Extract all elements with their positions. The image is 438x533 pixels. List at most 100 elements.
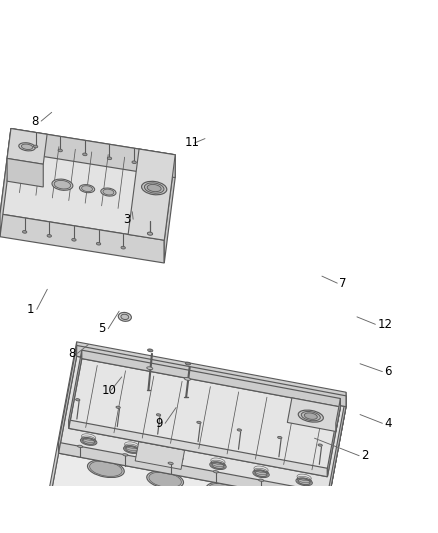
Ellipse shape [78,445,83,448]
Text: 8: 8 [68,347,75,360]
Ellipse shape [298,479,310,484]
Ellipse shape [304,488,309,490]
Ellipse shape [268,436,288,446]
Ellipse shape [255,471,267,477]
Polygon shape [77,342,346,407]
Ellipse shape [72,238,76,241]
Ellipse shape [130,429,140,434]
Ellipse shape [207,386,213,389]
Ellipse shape [141,181,167,195]
Ellipse shape [148,349,153,352]
Ellipse shape [328,409,334,412]
Ellipse shape [83,439,95,444]
Ellipse shape [278,437,282,439]
Ellipse shape [191,421,215,432]
Polygon shape [7,128,47,164]
Ellipse shape [149,472,181,488]
Polygon shape [328,396,346,504]
Ellipse shape [212,463,224,469]
Ellipse shape [298,410,323,422]
Text: 5: 5 [99,322,106,335]
Polygon shape [0,128,11,237]
Polygon shape [49,356,346,533]
Ellipse shape [81,438,97,446]
Ellipse shape [171,436,185,443]
Text: 1: 1 [27,303,35,316]
Text: 10: 10 [102,384,117,397]
Text: 9: 9 [155,417,163,430]
Text: 3: 3 [124,213,131,225]
Ellipse shape [22,231,27,233]
Ellipse shape [79,184,95,193]
Ellipse shape [206,482,243,500]
Ellipse shape [52,179,73,190]
Ellipse shape [184,377,191,381]
Ellipse shape [145,183,164,193]
Text: 4: 4 [385,417,392,430]
Polygon shape [49,490,318,533]
Ellipse shape [81,185,92,191]
Polygon shape [69,350,82,429]
Ellipse shape [288,402,294,405]
Ellipse shape [128,428,142,435]
Ellipse shape [258,453,272,459]
Ellipse shape [76,399,80,401]
Ellipse shape [247,527,259,532]
Ellipse shape [132,161,136,164]
Ellipse shape [304,413,317,419]
Ellipse shape [83,153,87,156]
Polygon shape [0,214,164,263]
Ellipse shape [148,232,152,235]
Ellipse shape [118,408,137,417]
Ellipse shape [168,462,173,464]
Ellipse shape [173,437,184,442]
Polygon shape [135,441,184,470]
Ellipse shape [182,522,188,525]
Ellipse shape [308,465,317,470]
Ellipse shape [208,483,240,498]
Polygon shape [49,342,77,505]
Polygon shape [318,392,346,533]
Ellipse shape [156,414,161,416]
Ellipse shape [47,235,51,237]
Polygon shape [336,399,340,432]
Ellipse shape [247,394,254,397]
Ellipse shape [259,453,270,458]
Text: 11: 11 [185,136,200,149]
Ellipse shape [210,462,226,470]
Ellipse shape [54,181,71,189]
Ellipse shape [19,143,35,151]
Polygon shape [287,398,340,432]
Ellipse shape [85,420,99,426]
Ellipse shape [147,471,184,489]
Ellipse shape [116,406,120,408]
Ellipse shape [141,515,148,518]
Polygon shape [327,399,340,477]
Ellipse shape [58,149,62,152]
Text: 12: 12 [378,318,392,331]
Ellipse shape [180,514,192,520]
Ellipse shape [60,499,67,502]
Polygon shape [59,442,328,504]
Ellipse shape [116,407,139,418]
Ellipse shape [121,246,125,249]
Ellipse shape [216,445,226,450]
Ellipse shape [147,184,161,192]
Ellipse shape [258,479,264,481]
Ellipse shape [96,243,101,245]
Ellipse shape [302,491,311,497]
Polygon shape [164,155,175,263]
Ellipse shape [265,493,302,511]
Polygon shape [82,350,340,407]
Text: 7: 7 [339,277,347,289]
Text: 8: 8 [32,115,39,127]
Ellipse shape [21,144,33,150]
Ellipse shape [167,379,173,382]
Ellipse shape [213,471,219,473]
Ellipse shape [88,460,124,478]
Ellipse shape [126,372,132,374]
Ellipse shape [306,464,319,471]
Ellipse shape [101,188,116,196]
Ellipse shape [197,421,201,424]
Polygon shape [128,149,175,240]
